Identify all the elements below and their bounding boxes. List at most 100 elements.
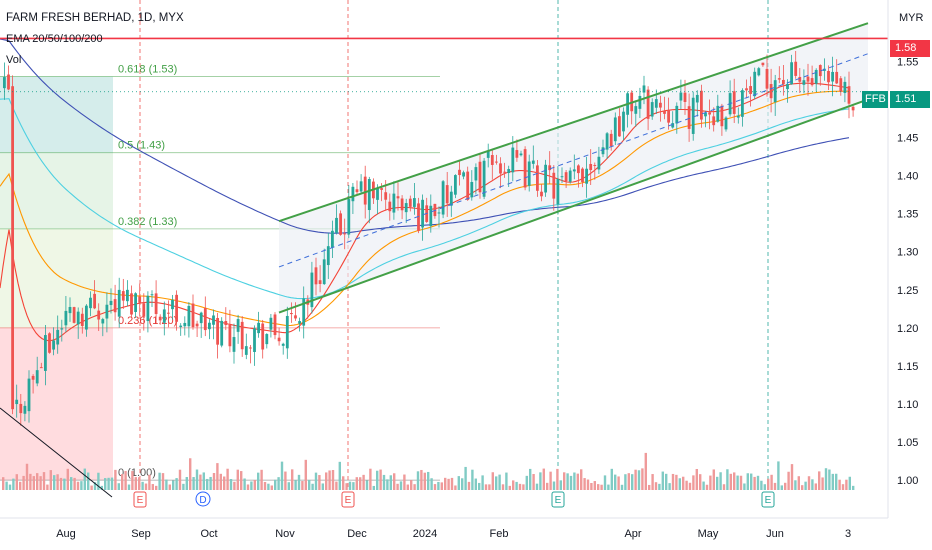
candle (183, 322, 187, 327)
volume-bar (420, 469, 423, 490)
candle (814, 69, 818, 84)
fib-label: 0.618 (1.53) (118, 64, 177, 76)
volume-bar (542, 468, 545, 490)
fib-label: 0 (1.00) (118, 467, 156, 479)
event-marker: E (133, 491, 147, 508)
volume-bar (406, 484, 409, 490)
volume-bar (801, 485, 804, 490)
x-tick-label: Dec (347, 528, 367, 540)
volume-bar (345, 483, 348, 490)
candle (462, 172, 465, 177)
volume-bar (678, 478, 681, 490)
volume-bar (600, 484, 603, 490)
candle (212, 315, 215, 325)
volume-bar (501, 484, 505, 490)
volume-bar (216, 463, 219, 490)
candle (454, 175, 457, 195)
candle (597, 156, 601, 170)
candle (687, 106, 691, 129)
volume-bar (5, 481, 8, 490)
volume-bar (80, 481, 83, 490)
candle (474, 167, 478, 181)
volume-bar (342, 476, 345, 490)
candle (589, 163, 593, 171)
volume-bar (393, 473, 396, 490)
candle (146, 295, 150, 322)
volume-bar (386, 479, 389, 490)
volume-bar (569, 475, 573, 490)
volume-bar (212, 473, 216, 490)
channel-middle-line (278, 53, 869, 268)
candle (244, 346, 248, 355)
volume-bar (66, 468, 69, 490)
candle (663, 110, 666, 114)
candle (298, 321, 301, 324)
volume-bar (267, 483, 270, 490)
volume-bar (287, 482, 290, 490)
volume-bar (229, 478, 233, 490)
volume-bar (372, 485, 375, 490)
volume-bar (743, 483, 746, 490)
volume-bar (144, 483, 148, 490)
candle (634, 106, 638, 114)
volume-bar (729, 473, 732, 490)
event-marker-label: E (765, 495, 772, 506)
y-tick-label: 1.05 (897, 437, 918, 449)
volume-bar (192, 477, 195, 490)
volume-bar (365, 480, 369, 490)
resistance-price-tag: 1.58 (890, 40, 930, 57)
candle (806, 76, 810, 82)
volume-bar (382, 474, 386, 490)
candle (851, 106, 855, 111)
candle (786, 84, 789, 90)
candle (527, 161, 531, 186)
candle (667, 109, 670, 123)
indicator-legend[interactable]: EMA 20/50/100/200 (6, 33, 103, 45)
volume-bar (250, 481, 253, 490)
volume-bar (607, 484, 610, 490)
y-tick-label: 1.35 (897, 209, 918, 221)
candle (458, 169, 461, 176)
volume-bar (556, 468, 559, 490)
volume-bar (433, 484, 437, 490)
candle (126, 289, 129, 302)
ema20-line (0, 82, 850, 342)
candle (732, 91, 736, 114)
volume-bar (104, 478, 107, 490)
x-tick-label: Feb (490, 528, 509, 540)
volume-bar (658, 483, 661, 490)
candle (495, 161, 498, 163)
volume-bar (583, 478, 586, 490)
volume-bar (335, 481, 338, 490)
volume-bar (552, 481, 556, 490)
candle (749, 86, 752, 94)
candle (208, 322, 211, 330)
volume-bar (396, 483, 399, 490)
candle (831, 71, 834, 82)
candle (322, 259, 326, 285)
candle (736, 115, 740, 118)
volume-bar (763, 484, 766, 490)
volume-bar (155, 485, 158, 490)
candle (294, 315, 297, 319)
volume-legend[interactable]: Vol (6, 54, 22, 66)
volume-bar (508, 485, 511, 490)
candle (302, 298, 306, 326)
candle (290, 312, 293, 315)
channel-upper-line (278, 22, 869, 223)
volume-bar (804, 481, 807, 490)
volume-bar (845, 479, 848, 490)
candle (39, 367, 43, 369)
volume-bar (852, 485, 855, 490)
candle (618, 116, 621, 137)
volume-bar (83, 468, 86, 490)
candle (134, 293, 137, 312)
x-tick-label: Jun (766, 528, 784, 540)
candle (392, 193, 396, 213)
volume-bar (219, 473, 222, 490)
volume-bar (301, 481, 304, 490)
candle (568, 170, 572, 182)
candle (236, 319, 240, 332)
